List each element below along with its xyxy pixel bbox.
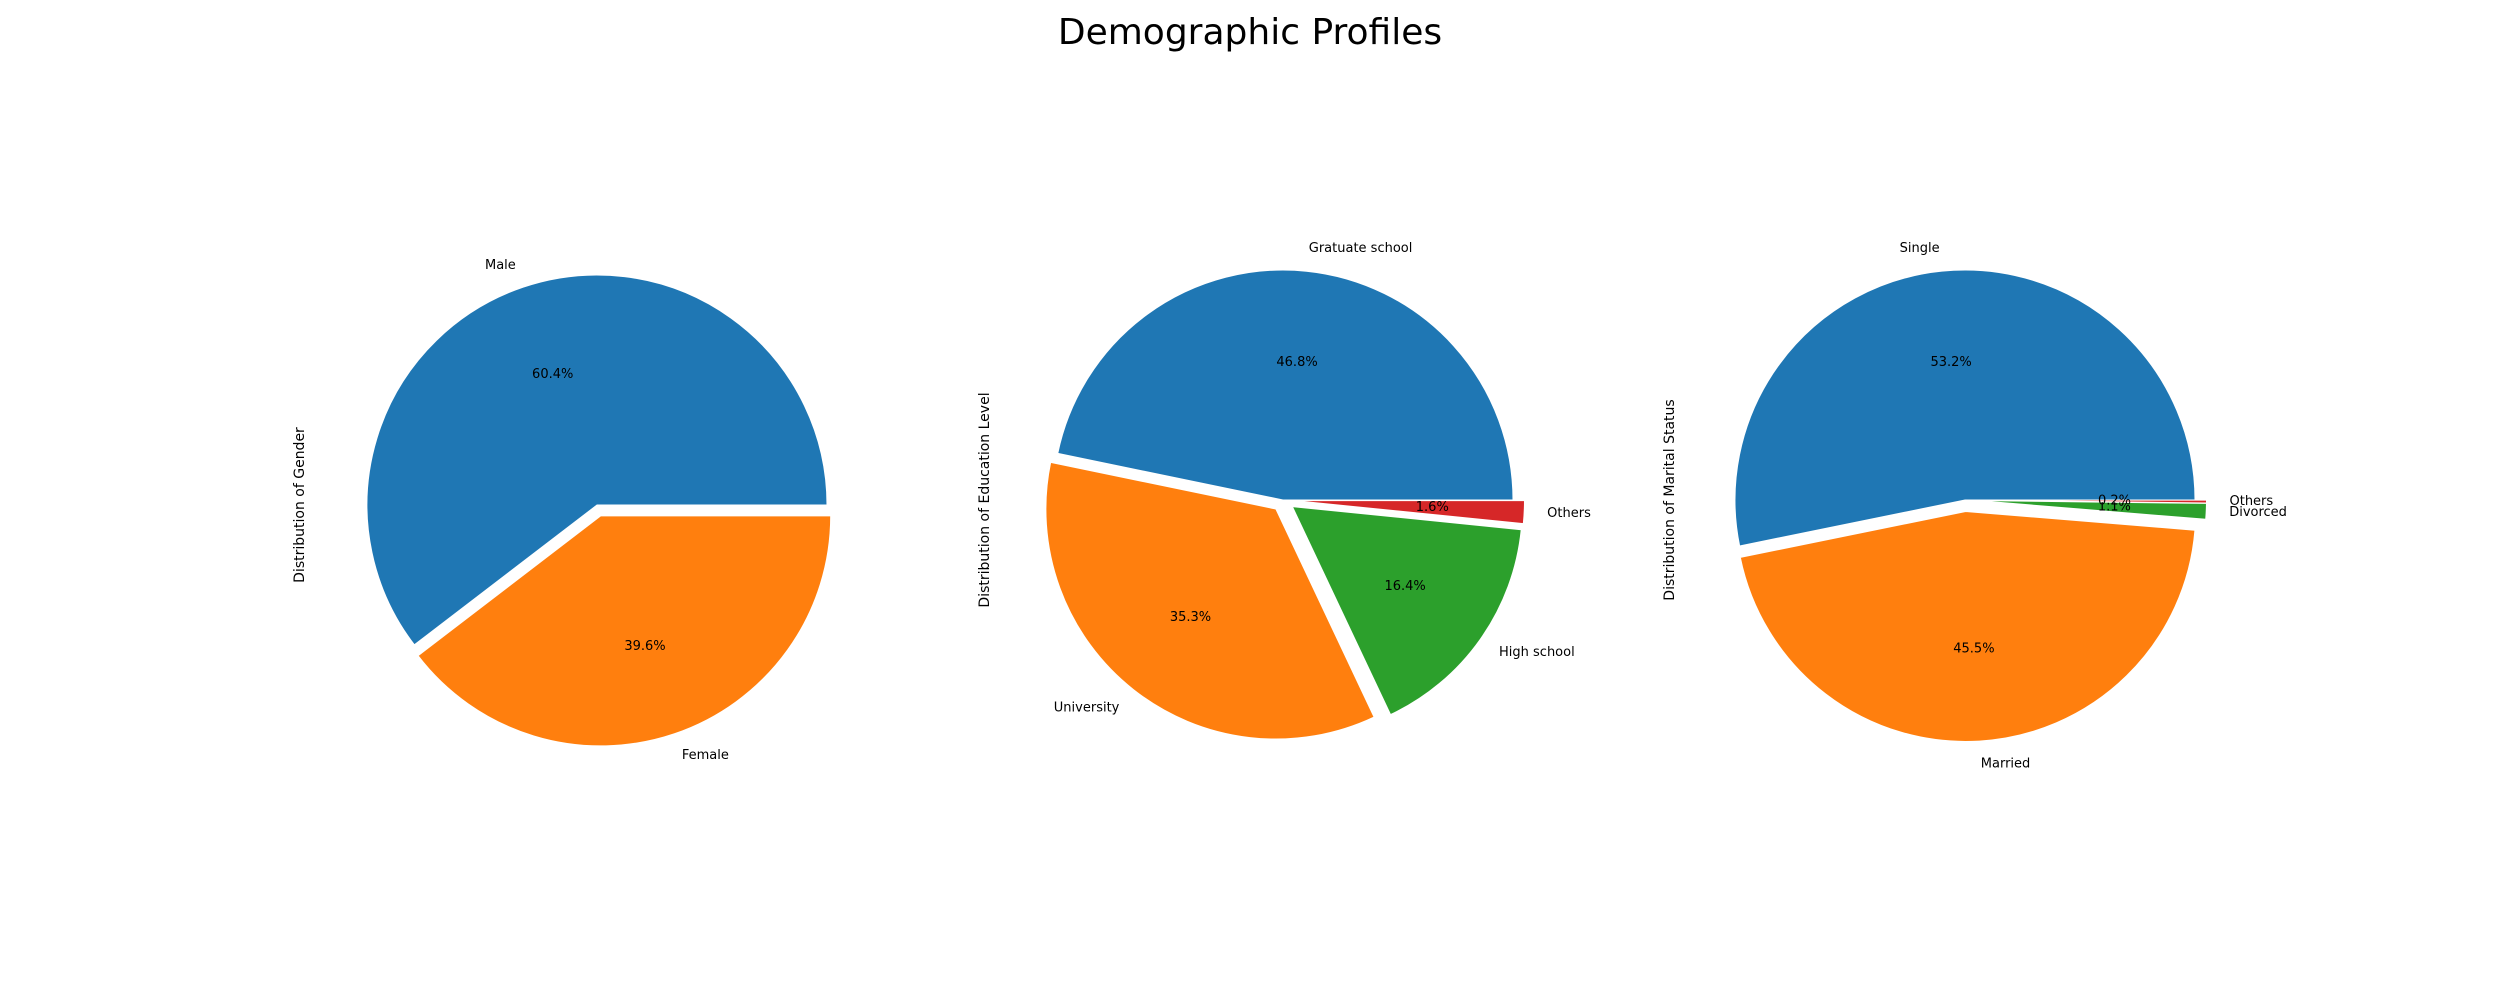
pie-percent-label: 39.6% (624, 639, 665, 654)
pie-percent-label: 53.2% (1930, 355, 1971, 370)
pie-chart-1: Distribution of Gender 60.4% Male 39.6% Fema… (292, 258, 832, 763)
pie-ylabel: Distribution of Marital Status (1662, 399, 1678, 600)
pie-category-label: Married (1981, 757, 2031, 772)
pie-category-label: Gratuate school (1309, 241, 1413, 256)
pie-percent-label: 45.5% (1953, 642, 1994, 657)
pie-ylabel: Distribution of Gender (292, 427, 308, 583)
pie-percent-label: 16.4% (1384, 579, 1425, 594)
pie-slice (1291, 506, 1522, 716)
pie-category-label: Others (2229, 494, 2273, 509)
pie-ylabel: Distribution of Education Level (977, 392, 993, 607)
pie-slice (1976, 499, 2208, 504)
figure-title: Demographic Profiles (1057, 12, 1443, 53)
pie-category-label: High school (1499, 645, 1575, 660)
pie-category-label: University (1054, 700, 1120, 715)
pie-slice (1734, 269, 2196, 547)
pie-slice (1294, 500, 1525, 525)
pie-percent-label: 35.3% (1170, 610, 1211, 625)
pie-category-label: Others (1547, 506, 1591, 521)
pie-percent-label: 1.1% (2098, 500, 2131, 515)
pie-percent-label: 1.6% (1416, 500, 1449, 515)
pie-percent-label: 46.8% (1276, 355, 1317, 370)
pie-slice (1045, 461, 1375, 740)
pie-chart-3: Distribution of Marital Status 53.2% Singl… (1662, 241, 2287, 772)
pie-slice (1739, 510, 2196, 742)
pie-category-label: Divorced (2229, 505, 2287, 520)
pie-percent-label: 60.4% (532, 367, 573, 382)
pie-category-label: Single (1900, 241, 1940, 256)
pie-percent-label: 0.2% (2098, 493, 2131, 508)
pie-category-label: Female (682, 748, 729, 763)
pie-slice (366, 274, 828, 646)
pie-slice (1057, 269, 1514, 501)
pie-slice (417, 515, 832, 747)
pie-chart-2: Distribution of Education Level 46.8% Grat… (977, 241, 1591, 740)
pie-category-label: Male (485, 258, 516, 273)
